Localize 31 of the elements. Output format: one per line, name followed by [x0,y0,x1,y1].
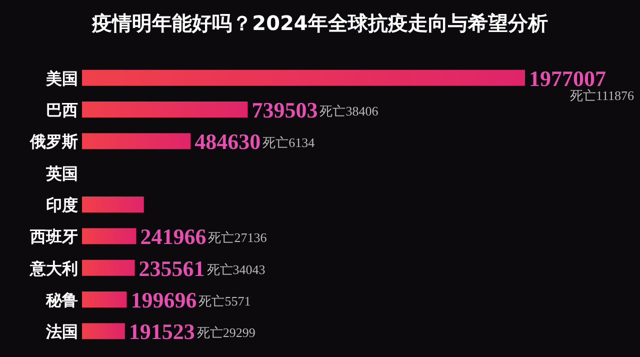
annotation: 死亡5571 [198,294,251,308]
bar [82,196,144,212]
bar [82,133,191,150]
y-tick-label: 巴西 [46,100,78,120]
annotation: 死亡34043 [206,262,266,277]
y-tick-label: 秘鲁 [45,290,78,310]
annotation: 死亡27136 [208,230,268,246]
bar [82,323,125,340]
y-tick-label: 俄罗斯 [29,132,78,152]
chart-title: 疫情明年能好吗？2024年全球抗疫走向与希望分析 [91,11,548,35]
annotation: 死亡38406 [320,104,379,118]
data-label: 241966 [140,224,206,250]
data-label: 199696 [130,288,197,312]
bar [82,228,136,244]
bar [82,260,135,276]
data-label: 235561 [138,256,205,281]
bar [82,102,248,118]
y-tick-label: 法国 [45,322,78,342]
data-label: 484630 [194,129,261,154]
y-tick-label: 美国 [45,68,78,88]
data-label: 191523 [128,319,195,344]
bar [82,292,127,308]
text: 死亡111876 [570,88,634,103]
y-tick-label: 英国 [45,164,78,183]
y-tick-label: 印度 [46,196,78,214]
y-tick-label: 意大利 [29,258,78,278]
bar [82,70,525,86]
annotation: 死亡29299 [196,325,256,340]
data-label: 739503 [252,98,318,122]
annotation: 死亡6134 [262,135,316,150]
y-tick-label: 西班牙 [29,227,78,246]
